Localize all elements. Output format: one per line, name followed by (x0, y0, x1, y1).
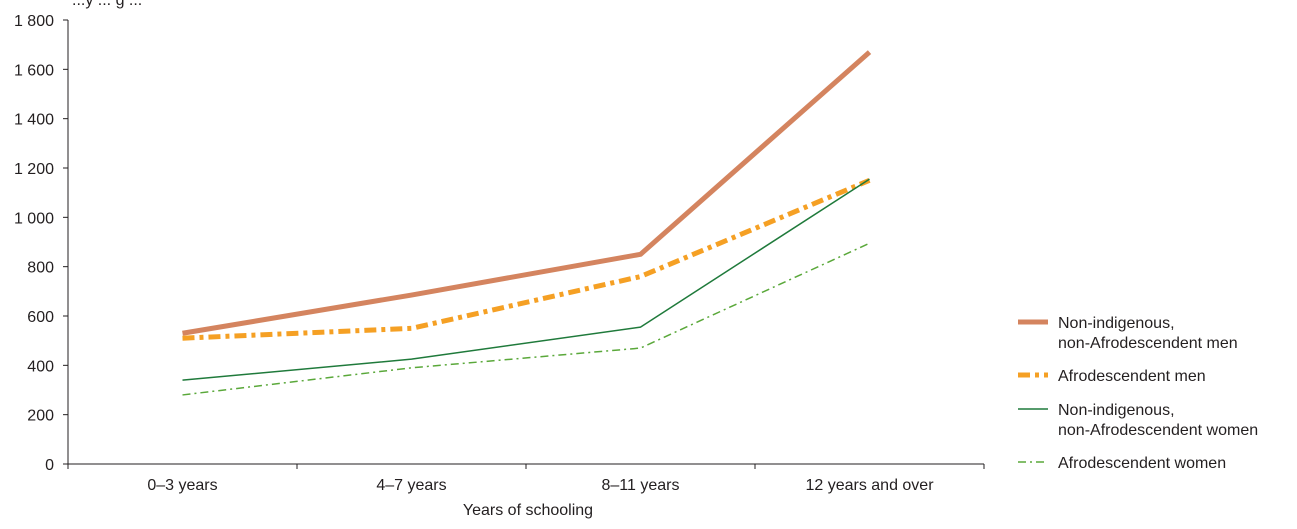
y-tick-label: 0 (45, 457, 54, 474)
legend-label-3: non-Afrodescendent women (1058, 422, 1258, 439)
y-tick-label: 400 (27, 358, 54, 375)
y-tick-label: 1 200 (14, 161, 54, 178)
y-tick-label: 800 (27, 260, 54, 277)
y-tick-label: 1 000 (14, 210, 54, 227)
y-tick-label: 1 800 (14, 13, 54, 30)
y-tick-label: 1 400 (14, 112, 54, 129)
series-line-1 (182, 50, 872, 336)
legend-label-3: Non-indigenous, (1058, 402, 1175, 419)
series-line-2 (182, 178, 871, 341)
y-tick-label: 1 600 (14, 62, 54, 79)
x-tick-label: 12 years and over (805, 477, 934, 494)
series-line-4 (182, 242, 870, 396)
top-partial-text: ...y ... g ... (72, 0, 142, 9)
y-tick-label: 600 (27, 309, 54, 326)
legend-label-4: Afrodescendent women (1058, 455, 1226, 472)
x-tick-label: 8–11 years (602, 477, 680, 494)
x-axis-title: Years of schooling (463, 502, 593, 519)
legend-label-1: non-Afrodescendent men (1058, 335, 1238, 352)
series-line-3 (182, 178, 870, 381)
x-tick-label: 0–3 years (147, 477, 217, 494)
legend-label-1: Non-indigenous, (1058, 315, 1175, 332)
x-tick-label: 4–7 years (376, 477, 446, 494)
legend-label-2: Afrodescendent men (1058, 368, 1206, 385)
y-tick-label: 200 (27, 408, 54, 425)
